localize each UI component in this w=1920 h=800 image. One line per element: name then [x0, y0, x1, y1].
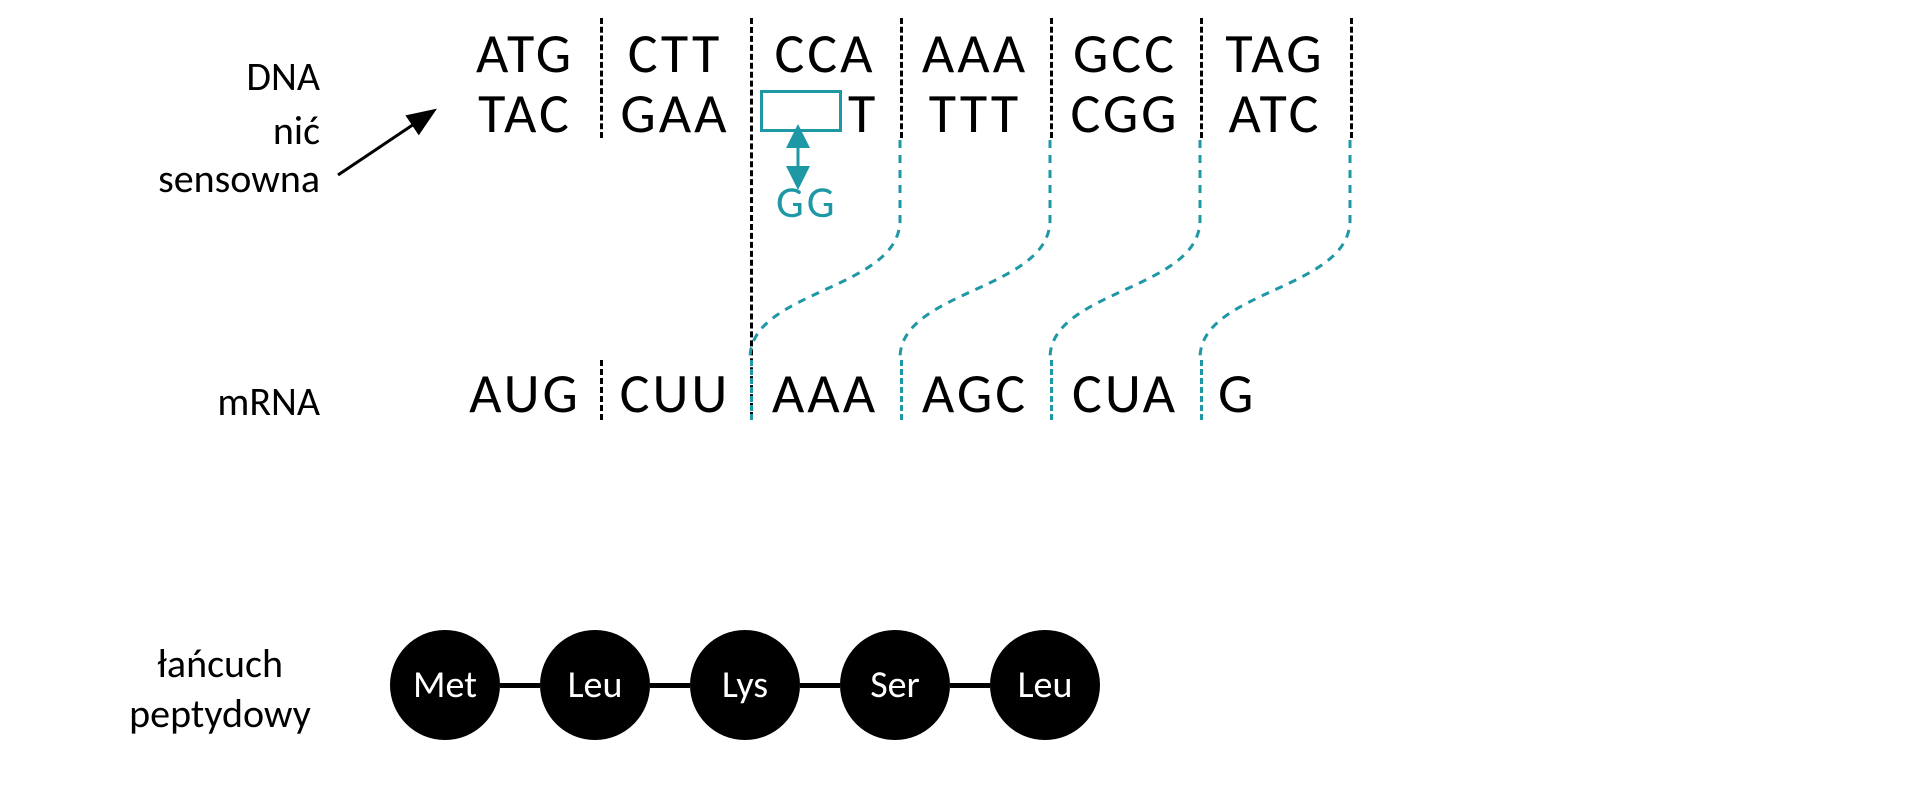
frameshift-curve — [750, 140, 900, 358]
dna-top-codon: GCC — [1050, 20, 1200, 88]
mrna-codon: AUG — [450, 360, 600, 428]
mrna-codon: CUA — [1050, 360, 1200, 428]
codon-separator — [1350, 18, 1353, 138]
mrna-codon: CUU — [600, 360, 750, 428]
amino-acid: Met — [390, 630, 500, 740]
label-mrna: mRNA — [120, 378, 320, 426]
label-peptide-line1: łańcuch — [100, 640, 340, 688]
deletion-insert-label: GG — [776, 175, 838, 229]
codon-separator — [1050, 18, 1053, 138]
mrna-separator-teal — [750, 360, 753, 420]
dna-bottom-codon: TAC — [450, 80, 600, 148]
mrna-separator-teal — [900, 360, 903, 420]
codon-separator — [900, 18, 903, 138]
dna-top-codon: AAA — [900, 20, 1050, 88]
amino-acid: Leu — [990, 630, 1100, 740]
dna-top-codon: CTT — [600, 20, 750, 88]
amino-acid: Ser — [840, 630, 950, 740]
peptide-bond — [800, 683, 840, 688]
frameshift-curve — [900, 140, 1050, 358]
peptide-chain: Met Leu Lys Ser Leu — [390, 630, 1100, 740]
mrna-codon: AAA — [750, 360, 900, 428]
mrna-codon: G — [1200, 360, 1350, 428]
amino-acid: Lys — [690, 630, 800, 740]
dna-bottom-codon: TTT — [900, 80, 1050, 148]
peptide-bond — [500, 683, 540, 688]
mrna-separator-teal — [1050, 360, 1053, 420]
mrna-codon: AGC — [900, 360, 1050, 428]
label-peptide-line2: peptydowy — [100, 690, 340, 738]
codon-separator — [600, 18, 603, 138]
dna-bottom-codon: CGG — [1050, 80, 1200, 148]
dna-top-codon: TAG — [1200, 20, 1350, 88]
label-dna: DNA — [120, 53, 320, 101]
sense-strand-arrow — [338, 112, 432, 175]
label-sense-strand-line1: nić — [120, 107, 320, 155]
dna-top-codon: ATG — [450, 20, 600, 88]
frameshift-curve — [1050, 140, 1200, 358]
frameshift-curve — [1200, 140, 1350, 358]
deletion-box — [760, 90, 842, 132]
dna-bottom-codon: ATC — [1200, 80, 1350, 148]
label-sense-strand-line2: sensowna — [120, 155, 320, 203]
codon-separator — [1200, 18, 1203, 138]
dna-top-codon: CCA — [750, 20, 900, 88]
mrna-separator — [600, 360, 603, 420]
peptide-bond — [950, 683, 990, 688]
codon-separator — [750, 18, 753, 418]
dna-bottom-codon: GAA — [600, 80, 750, 148]
amino-acid: Leu — [540, 630, 650, 740]
diagram-canvas: DNA nić sensowna mRNA łańcuch peptydowy … — [0, 0, 1920, 800]
peptide-bond — [650, 683, 690, 688]
mrna-separator-teal — [1200, 360, 1203, 420]
